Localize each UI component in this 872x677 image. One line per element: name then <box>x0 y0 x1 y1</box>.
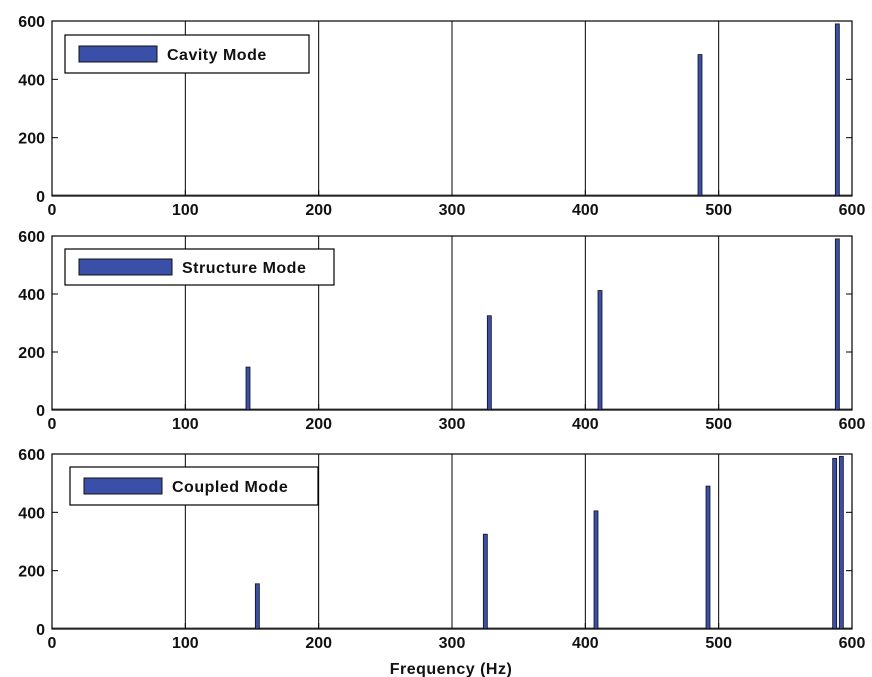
y-tick-label: 600 <box>18 229 45 246</box>
x-axis-label: Frequency (Hz) <box>390 661 513 677</box>
legend-label: Structure Mode <box>182 260 306 277</box>
x-tick-label: 500 <box>705 635 732 652</box>
bar <box>597 290 603 411</box>
x-tick-label: 600 <box>839 416 866 433</box>
y-tick-label: 200 <box>18 564 45 581</box>
x-tick-label: 0 <box>48 635 57 652</box>
x-tick-label: 0 <box>48 202 57 219</box>
bar <box>834 23 840 197</box>
legend-label: Cavity Mode <box>167 47 267 64</box>
legend-swatch <box>83 477 163 495</box>
x-tick-label: 400 <box>572 635 599 652</box>
subplot-2: 0 200 400 600 0 100 200 300 400 500 600 Structure M… <box>18 229 865 433</box>
x-tick-label: 300 <box>439 202 466 219</box>
x-tick-label: 100 <box>172 635 199 652</box>
x-tick-label: 400 <box>572 202 599 219</box>
x-tick-label: 600 <box>839 202 866 219</box>
y-tick-label: 400 <box>18 505 45 522</box>
x-tick-label: 300 <box>439 635 466 652</box>
x-tick-label: 600 <box>839 635 866 652</box>
bar <box>593 510 599 630</box>
y-tick-label: 600 <box>18 447 45 464</box>
bar <box>482 533 488 630</box>
bar <box>245 366 251 411</box>
x-tick-label: 200 <box>305 202 332 219</box>
legend-swatch <box>78 258 173 276</box>
y-tick-label: 400 <box>18 72 45 89</box>
x-tick-label: 100 <box>172 202 199 219</box>
x-tick-label: 0 <box>48 416 57 433</box>
y-tick-label: 0 <box>36 403 45 420</box>
x-tick-label: 300 <box>439 416 466 433</box>
y-tick-label: 200 <box>18 131 45 148</box>
x-tick-label: 500 <box>705 202 732 219</box>
bar <box>254 583 260 630</box>
x-tick-label: 100 <box>172 416 199 433</box>
bar <box>838 455 844 630</box>
bar <box>486 315 492 411</box>
bar <box>832 457 838 630</box>
bar <box>705 485 711 630</box>
legend: Cavity Mode <box>64 34 310 74</box>
y-tick-label: 400 <box>18 287 45 304</box>
subplot-3: 0 200 400 600 0 100 200 300 400 500 600 Coupled Mod… <box>18 447 865 652</box>
y-tick-label: 200 <box>18 345 45 362</box>
subplot-1: 0 200 400 600 0 100 200 300 400 500 600 Cavity Mode <box>18 14 865 219</box>
legend-label: Coupled Mode <box>172 479 288 496</box>
y-tick-label: 0 <box>36 622 45 639</box>
legend-swatch <box>78 45 158 63</box>
x-tick-label: 400 <box>572 416 599 433</box>
bar <box>697 54 703 197</box>
y-tick-label: 600 <box>18 14 45 31</box>
legend: Structure Mode <box>64 248 335 286</box>
x-tick-label: 200 <box>305 416 332 433</box>
bar <box>834 238 840 411</box>
y-tick-label: 0 <box>36 189 45 206</box>
x-tick-label: 200 <box>305 635 332 652</box>
legend: Coupled Mode <box>69 466 319 506</box>
x-tick-label: 500 <box>705 416 732 433</box>
